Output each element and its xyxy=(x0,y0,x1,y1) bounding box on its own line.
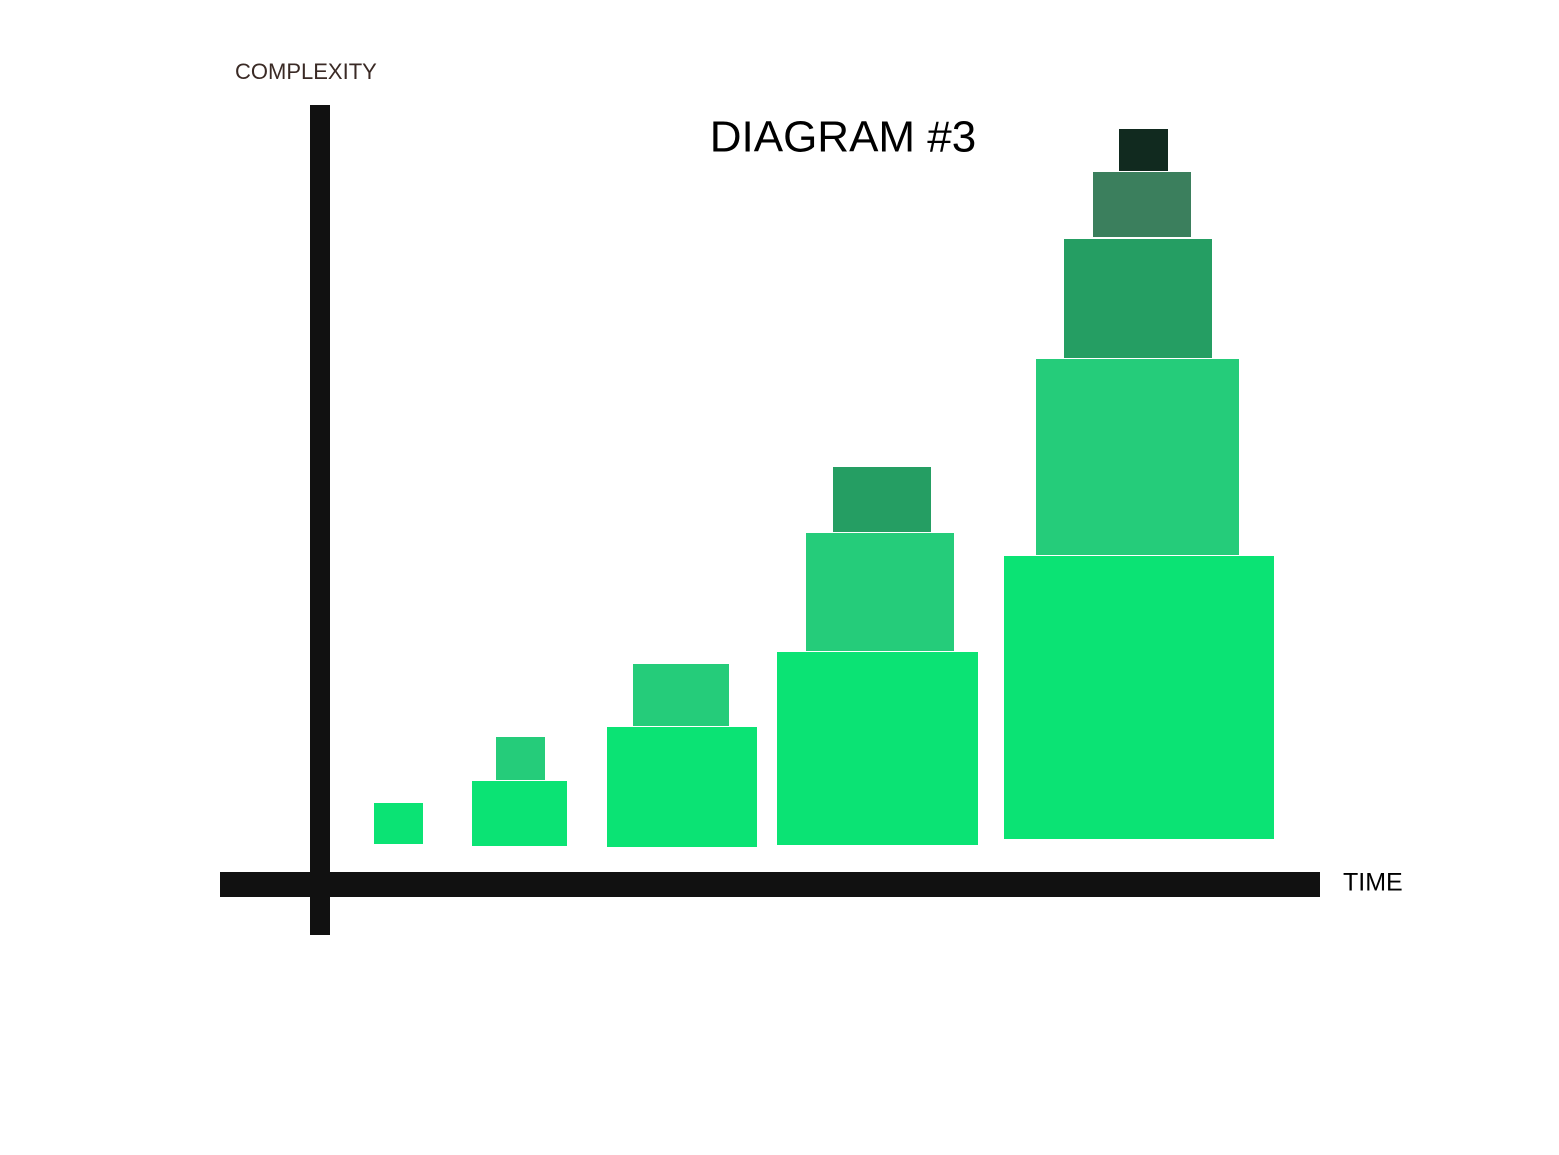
block xyxy=(496,737,545,780)
block xyxy=(1036,359,1239,555)
block xyxy=(374,803,423,844)
stack-2 xyxy=(472,737,567,846)
block xyxy=(777,652,978,845)
block xyxy=(472,781,567,846)
y-axis xyxy=(310,105,330,935)
x-axis xyxy=(220,872,1320,897)
stack-3 xyxy=(607,664,757,847)
block xyxy=(1064,239,1212,358)
x-axis-label: TIME xyxy=(1343,869,1403,897)
block xyxy=(833,467,931,532)
stack-4 xyxy=(777,467,978,845)
y-axis-label: COMPLEXITY xyxy=(235,59,377,84)
block xyxy=(607,727,757,847)
block xyxy=(1119,129,1168,171)
block xyxy=(1004,556,1274,839)
stack-5 xyxy=(1004,129,1274,839)
block xyxy=(633,664,729,726)
title: DIAGRAM #3 xyxy=(710,113,977,162)
stack-1 xyxy=(374,803,423,844)
block xyxy=(806,533,954,651)
block xyxy=(1093,172,1191,237)
